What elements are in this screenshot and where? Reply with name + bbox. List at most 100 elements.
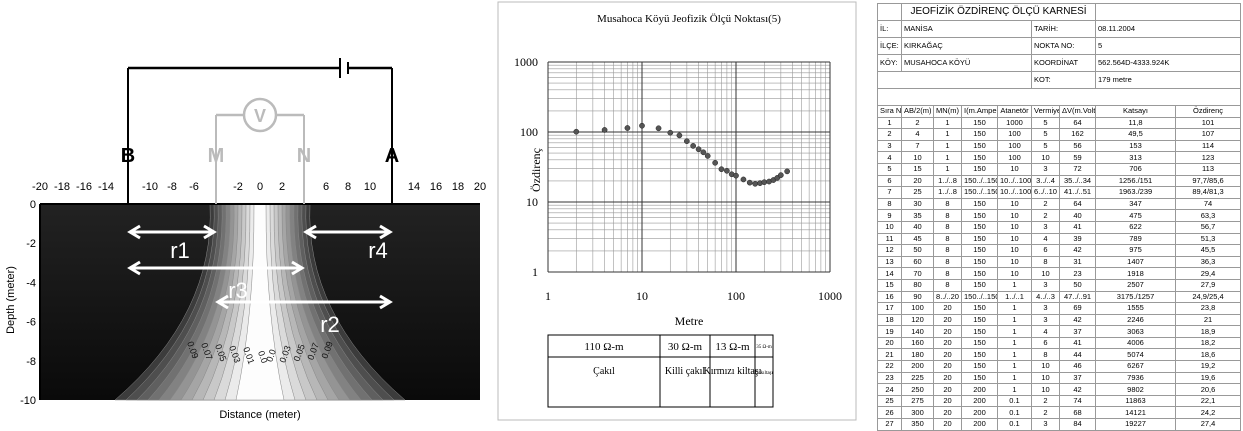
table-cell: 8 xyxy=(933,220,962,234)
data-point xyxy=(733,172,739,179)
table-cell: 4 xyxy=(1031,325,1060,338)
table-cell: 20 xyxy=(933,336,962,350)
table-cell: 1256./151 xyxy=(1095,174,1177,188)
table-cell: 3 xyxy=(877,139,902,153)
x-tick-label: 100 xyxy=(727,289,745,303)
x-tick-label: 6 xyxy=(323,181,329,193)
table-cell: 20 xyxy=(933,313,962,327)
table-cell: 123 xyxy=(1175,151,1242,164)
table-row: 18 120 20 150 1 3 42 2246 21 xyxy=(877,313,1242,327)
table-cell: 84 xyxy=(1058,418,1097,431)
table-cell: 160 xyxy=(901,336,934,350)
data-point xyxy=(601,127,608,133)
table-cell: 8 xyxy=(933,232,962,246)
table-cell: 3 xyxy=(1031,220,1060,234)
table-cell: 63,3 xyxy=(1175,209,1242,222)
table-cell: 47../..91 xyxy=(1058,290,1097,304)
table-cell: 42 xyxy=(1058,383,1097,396)
table-row: 6 20 1../..8 150../..150 10../..100 3../..4 35… xyxy=(877,174,1242,188)
table-cell: 14 xyxy=(877,267,902,280)
span-label: r4 xyxy=(368,238,388,263)
y-tick-label: -10 xyxy=(20,395,36,407)
table-cell: 7 xyxy=(901,139,934,153)
y-axis-label: Depth (meter) xyxy=(5,266,17,334)
table-cell: 1../..8 xyxy=(933,174,962,188)
table-cell: 180 xyxy=(901,348,934,362)
table-cell: 706 xyxy=(1095,162,1177,176)
data-point xyxy=(695,146,702,153)
x-axis-label: Metre xyxy=(675,314,704,328)
table-cell: 22 xyxy=(877,360,902,373)
table-cell: 1555 xyxy=(1095,302,1177,315)
voltmeter xyxy=(242,97,278,133)
table-cell: 8 xyxy=(1031,255,1060,269)
data-point xyxy=(690,143,696,149)
table-cell: 51,3 xyxy=(1175,232,1242,246)
data-point xyxy=(777,172,784,178)
table-cell: 4006 xyxy=(1095,336,1177,350)
table-cell: 10 xyxy=(1031,371,1060,385)
column-header: Vermiye xyxy=(1031,105,1060,118)
table-cell: 35../..34 xyxy=(1058,174,1097,188)
table-cell: 56 xyxy=(1058,139,1097,153)
table-cell: 20 xyxy=(933,371,962,385)
table-cell: 5 xyxy=(1031,139,1060,153)
table-cell: 2 xyxy=(1031,394,1060,408)
table-cell: 0.1 xyxy=(997,418,1032,431)
table-cell: 5074 xyxy=(1095,348,1177,362)
data-point xyxy=(740,176,747,183)
table-cell: 275 xyxy=(901,394,934,408)
table-cell: 26 xyxy=(877,406,902,420)
span-label: r2 xyxy=(320,312,340,337)
table-cell: 150 xyxy=(961,371,998,385)
table-cell: 1 xyxy=(933,116,962,130)
table-cell: 59 xyxy=(1058,151,1097,164)
table-cell: 1../..8 xyxy=(933,186,962,199)
table-cell: 22,1 xyxy=(1175,394,1242,408)
table-cell: 08.11.2004 xyxy=(1095,20,1242,38)
layer-resistivity: 35 Ω-m xyxy=(756,345,772,350)
table-cell: 150../..150 xyxy=(961,290,998,304)
table-cell: 4../..3 xyxy=(1031,290,1060,304)
table-cell: 8../..20 xyxy=(933,290,962,304)
table-cell: 153 xyxy=(1095,139,1177,153)
table-cell: 300 xyxy=(901,406,934,420)
table-cell: 150 xyxy=(961,209,998,222)
table-cell: 8 xyxy=(933,197,962,211)
table-cell: 1 xyxy=(997,302,1032,315)
y-tick-label: 10 xyxy=(526,195,538,209)
table-cell: 120 xyxy=(901,313,934,327)
data-point xyxy=(573,128,580,135)
table-cell: 89,4/81,3 xyxy=(1175,186,1242,199)
table-cell: 200 xyxy=(961,394,998,408)
layer-resistivity: 13 Ω-m xyxy=(715,341,750,353)
span-label: r3 xyxy=(228,278,248,303)
table-cell: 1918 xyxy=(1095,267,1177,280)
table-cell: 1 xyxy=(933,139,962,153)
table-cell: 17 xyxy=(877,302,902,315)
table-cell: 6 xyxy=(1031,244,1060,257)
table-cell: 64 xyxy=(1058,116,1097,130)
table-cell: 150 xyxy=(961,325,998,338)
data-point xyxy=(639,122,645,129)
data-point xyxy=(718,166,725,173)
table-cell: 15 xyxy=(877,278,902,292)
data-point xyxy=(624,125,631,131)
y-tick-label: -2 xyxy=(26,238,36,250)
table-cell: 9802 xyxy=(1095,383,1177,396)
table-cell: 6 xyxy=(877,174,902,188)
table-cell: 19 xyxy=(877,325,902,338)
table-cell: 114 xyxy=(1175,139,1242,153)
table-row: KOT: 179 metre xyxy=(877,71,1242,89)
table-cell: 150 xyxy=(961,139,998,153)
table-cell: 11 xyxy=(877,232,902,246)
layer-name: Kırmızı kiltaşı xyxy=(703,366,761,377)
data-point xyxy=(712,159,718,166)
table-cell: 69 xyxy=(1058,302,1097,315)
column-header: Sıra No xyxy=(877,105,902,118)
table-cell: 1../..1 xyxy=(997,290,1032,304)
table-cell: 150 xyxy=(961,220,998,234)
table-row: 3 7 1 150 100 5 56 153 114 xyxy=(877,139,1242,153)
x-tick-label: 10 xyxy=(364,181,376,193)
table-cell: 3 xyxy=(1031,162,1060,176)
